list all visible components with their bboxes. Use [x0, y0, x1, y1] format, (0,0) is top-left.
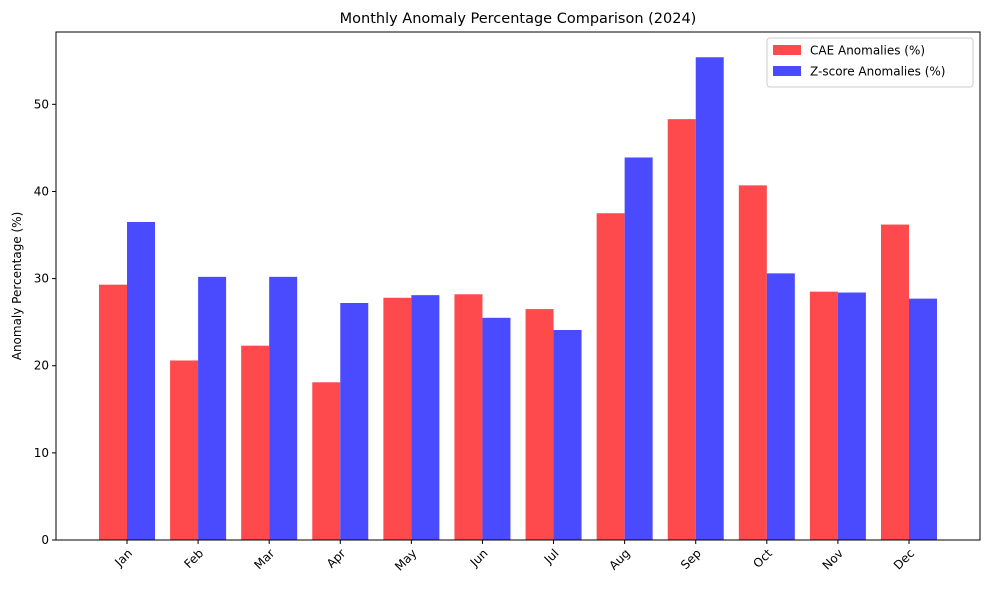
bar-cae-oct	[738, 185, 767, 541]
bar-zscore-may	[411, 295, 440, 540]
y-tick-label-50: 50	[34, 97, 49, 111]
bar-cae-aug	[596, 213, 625, 541]
bars-layer	[99, 57, 937, 541]
x-axis-ticks: Jan Feb Mar Apr May Jun Jul Aug Sep Oct Nov Dec	[111, 540, 917, 574]
x-tick-label-aug: Aug	[606, 546, 632, 572]
x-tick-label-sep: Sep	[678, 546, 704, 572]
x-tick-label-jun: Jun	[467, 546, 491, 570]
bar-cae-sep	[667, 119, 696, 540]
bar-cae-apr	[312, 382, 341, 540]
y-tick-label-40: 40	[34, 184, 49, 198]
bar-zscore-jan	[127, 221, 155, 540]
bar-cae-jun	[454, 294, 483, 540]
x-tick-label-apr: Apr	[324, 546, 349, 571]
y-tick-label-20: 20	[34, 359, 49, 373]
y-tick-label-30: 30	[34, 272, 49, 286]
legend-label-zscore: Z-score Anomalies (%)	[810, 65, 945, 79]
bar-cae-mar	[241, 345, 270, 540]
legend-swatch-cae	[773, 45, 801, 55]
bar-zscore-jul	[553, 330, 582, 540]
chart-title: Monthly Anomaly Percentage Comparison (2…	[340, 11, 697, 27]
bar-zscore-oct	[766, 273, 795, 540]
bar-zscore-jun	[482, 317, 511, 540]
bar-cae-nov	[809, 291, 838, 540]
x-tick-label-mar: Mar	[251, 546, 277, 572]
y-axis-label: Anomaly Percentage (%)	[10, 212, 24, 361]
bar-cae-jan	[99, 284, 127, 540]
bar-cae-feb	[170, 360, 199, 540]
x-tick-label-jul: Jul	[541, 546, 562, 567]
x-tick-label-jan: Jan	[111, 546, 135, 570]
y-tick-label-0: 0	[41, 533, 49, 547]
x-tick-label-may: May	[392, 546, 419, 573]
bar-zscore-sep	[695, 57, 724, 541]
legend-swatch-zscore	[773, 66, 801, 76]
legend: CAE Anomalies (%) Z-score Anomalies (%)	[766, 37, 974, 88]
bar-cae-dec	[881, 224, 909, 540]
x-tick-label-nov: Nov	[820, 546, 846, 572]
plot-frame	[55, 31, 981, 541]
bar-zscore-mar	[269, 276, 298, 540]
y-axis-ticks: 0 10 20 30 40 50	[34, 97, 56, 547]
bar-zscore-nov	[837, 292, 866, 540]
bar-zscore-feb	[198, 276, 227, 540]
x-tick-label-dec: Dec	[891, 546, 917, 572]
bar-cae-may	[383, 297, 412, 540]
bar-cae-jul	[525, 309, 554, 540]
legend-label-cae: CAE Anomalies (%)	[810, 44, 925, 58]
x-tick-label-feb: Feb	[181, 546, 206, 571]
bar-zscore-aug	[624, 157, 653, 541]
bar-zscore-apr	[340, 302, 369, 540]
legend-box	[766, 37, 974, 88]
y-tick-label-10: 10	[34, 446, 49, 460]
x-tick-label-oct: Oct	[750, 546, 775, 571]
bar-zscore-dec	[909, 298, 937, 540]
